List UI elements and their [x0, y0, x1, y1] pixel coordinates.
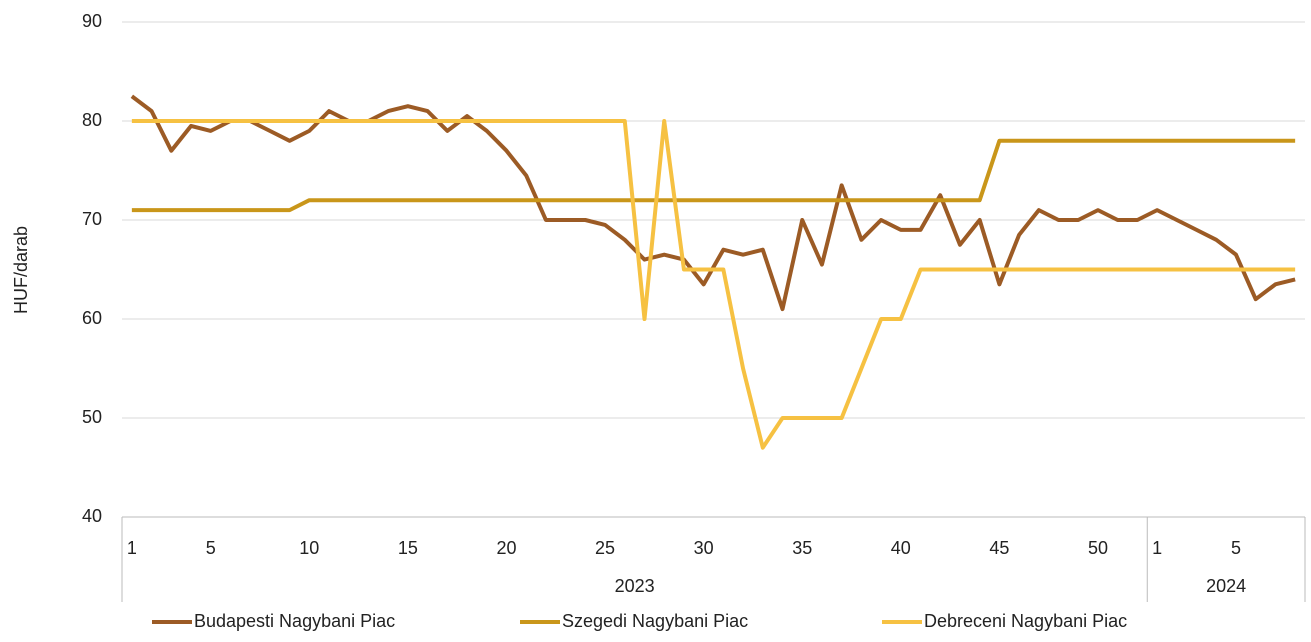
y-tick-label: 50: [82, 407, 102, 427]
y-tick-label: 90: [82, 11, 102, 31]
x-tick-label: 50: [1088, 538, 1108, 558]
series-line: [131, 138, 1296, 213]
x-tick-label: 1: [1152, 538, 1162, 558]
x-tick-label: 5: [206, 538, 216, 558]
x-tick-label: 25: [595, 538, 615, 558]
legend-label: Budapesti Nagybani Piac: [194, 611, 395, 631]
group-label: 2024: [1206, 576, 1246, 596]
y-tick-label: 60: [82, 308, 102, 328]
y-axis-label: HUF/darab: [11, 226, 31, 314]
series-line: [130, 94, 1296, 312]
x-tick-label: 10: [299, 538, 319, 558]
x-tick-label: 15: [398, 538, 418, 558]
x-tick-label: 35: [792, 538, 812, 558]
x-tick-label: 40: [891, 538, 911, 558]
y-tick-label: 80: [82, 110, 102, 130]
group-label: 2023: [615, 576, 655, 596]
x-tick-label: 30: [694, 538, 714, 558]
legend-label: Debreceni Nagybani Piac: [924, 611, 1127, 631]
x-tick-label: 45: [989, 538, 1009, 558]
x-tick-label: 20: [496, 538, 516, 558]
legend-label: Szegedi Nagybani Piac: [562, 611, 748, 631]
x-tick-label: 5: [1231, 538, 1241, 558]
y-tick-label: 40: [82, 506, 102, 526]
y-tick-label: 70: [82, 209, 102, 229]
series-line: [131, 119, 1296, 450]
x-tick-label: 1: [127, 538, 137, 558]
